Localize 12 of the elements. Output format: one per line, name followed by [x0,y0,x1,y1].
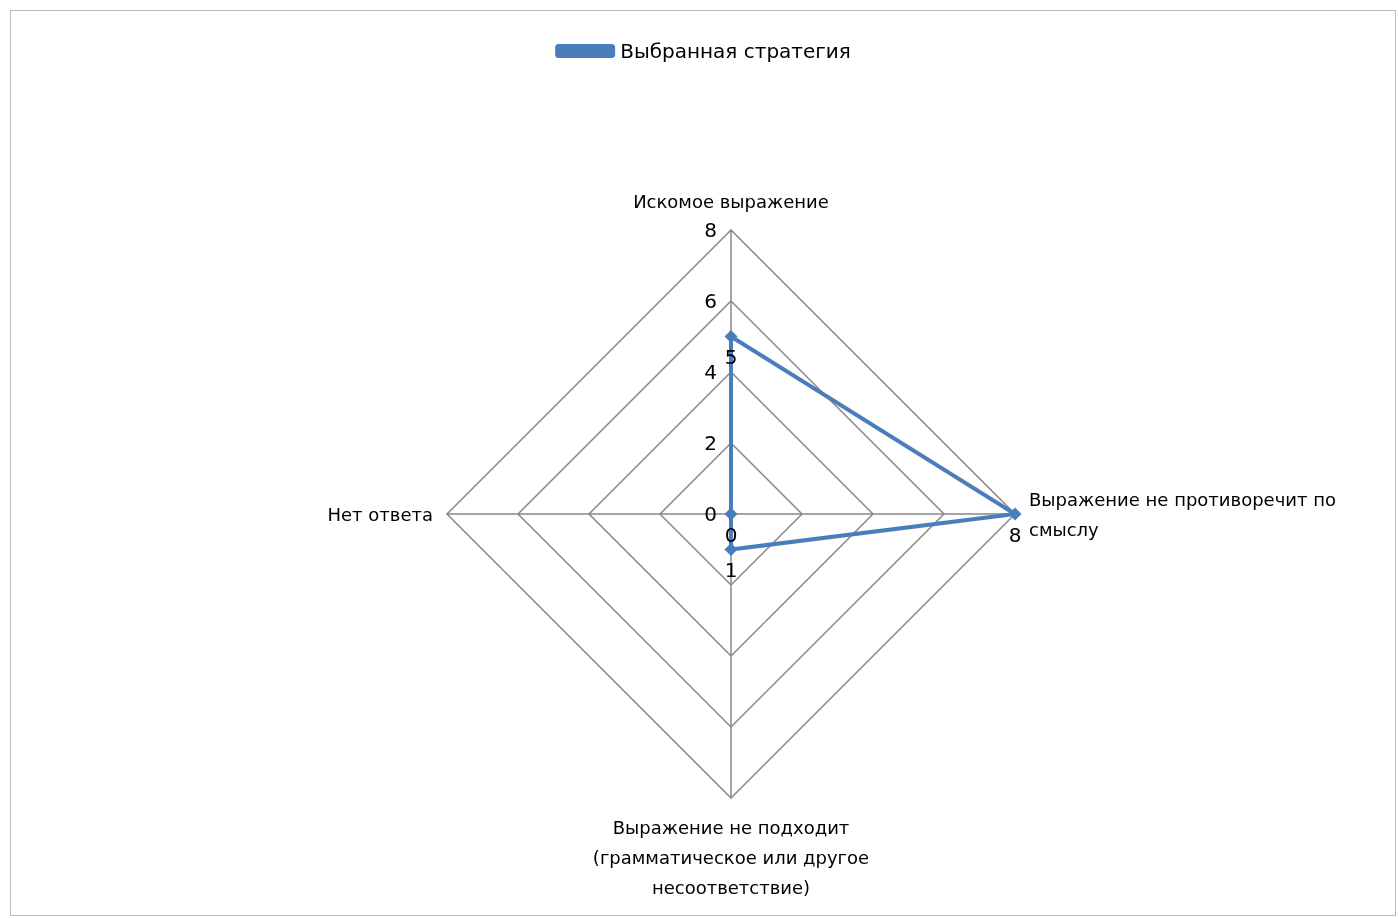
spoke-label: Выражение не противоречит по смыслу [1029,488,1336,540]
spoke-label: Искомое выражение [633,190,829,212]
data-label: 1 [724,558,738,582]
y-tick-label: 6 [704,289,717,313]
y-tick-label: 4 [704,360,717,384]
spoke-label: Нет ответа [327,503,433,525]
y-tick-label: 2 [704,431,717,455]
data-label: 8 [1008,522,1022,547]
legend-label: Выбранная стратегия [620,39,851,63]
spoke-label: Выражение не подходит (грамматическое или другое несоответствие) [592,816,870,898]
y-tick-label: 0 [704,502,717,526]
y-tick-label: 8 [704,218,717,242]
